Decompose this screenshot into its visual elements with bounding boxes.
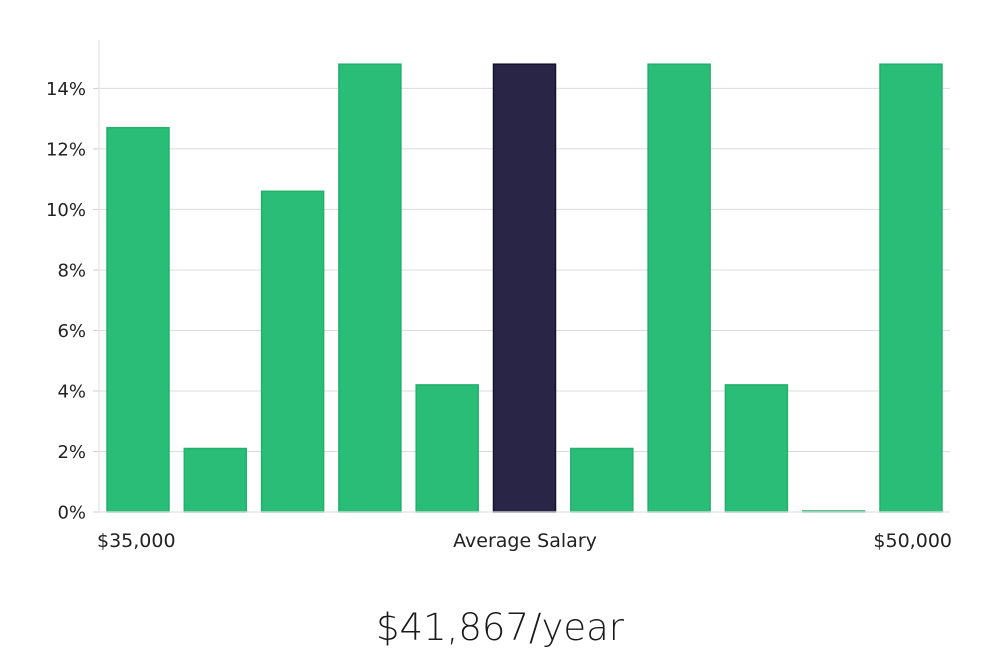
y-tick-label: 6% xyxy=(57,321,86,342)
bar-highlighted xyxy=(492,63,557,513)
y-tick-label: 4% xyxy=(57,381,86,402)
bar xyxy=(338,63,402,513)
x-min-label: $35,000 xyxy=(97,530,176,552)
bar xyxy=(647,63,711,513)
y-tick-label: 14% xyxy=(46,79,86,100)
bar xyxy=(260,190,325,513)
bar xyxy=(879,63,943,513)
y-tick-label: 0% xyxy=(57,503,86,524)
y-axis-ticks: 0% 2% 4% 6% 8% 10% 12% 14% xyxy=(46,79,99,524)
bar xyxy=(106,126,170,513)
bar xyxy=(183,447,248,513)
bar xyxy=(415,384,479,513)
y-tick-label: 10% xyxy=(46,200,86,221)
bar xyxy=(724,384,789,513)
x-max-label: $50,000 xyxy=(873,530,952,552)
y-tick-label: 12% xyxy=(46,139,86,160)
bar-layer xyxy=(106,63,943,513)
y-tick-label: 2% xyxy=(57,442,86,463)
bar xyxy=(570,447,634,513)
y-tick-label: 8% xyxy=(57,260,86,281)
average-salary-caption: $41,867/year xyxy=(375,606,624,649)
salary-histogram: 0% 2% 4% 6% 8% 10% 12% 14% $35,000 Average Sala… xyxy=(46,40,952,552)
x-axis-title: Average Salary xyxy=(453,530,597,552)
